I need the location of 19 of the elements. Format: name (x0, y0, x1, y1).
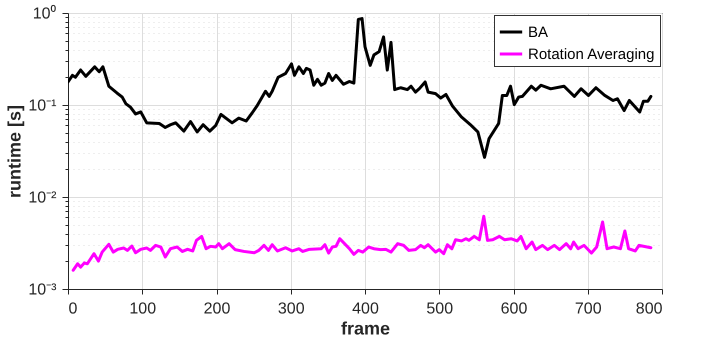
x-tick-label: 600 (500, 300, 528, 318)
x-axis-title: frame (340, 318, 390, 338)
y-tick-label: 10⁻¹ (28, 98, 56, 114)
line-series (68, 17, 652, 159)
x-tick-label: 200 (204, 300, 230, 318)
legend-label: Rotation Averaging (528, 46, 654, 63)
y-tick-label: 10⁻³ (28, 282, 58, 298)
legend-label: BA (528, 24, 548, 41)
y-tick-label: 10⁰ (32, 4, 56, 22)
y-tick-label: 10⁻² (28, 190, 58, 206)
x-tick-label: 0 (68, 300, 78, 318)
x-tick-label: 500 (426, 300, 454, 318)
x-tick-label: 800 (636, 300, 663, 318)
x-tick-label: 300 (278, 300, 305, 318)
x-tick-label: 100 (129, 300, 156, 318)
line-series (72, 214, 652, 272)
y-axis-title: runtime [s] (4, 104, 24, 198)
x-tick-label: 400 (352, 300, 379, 318)
x-tick-label: 700 (574, 300, 602, 318)
